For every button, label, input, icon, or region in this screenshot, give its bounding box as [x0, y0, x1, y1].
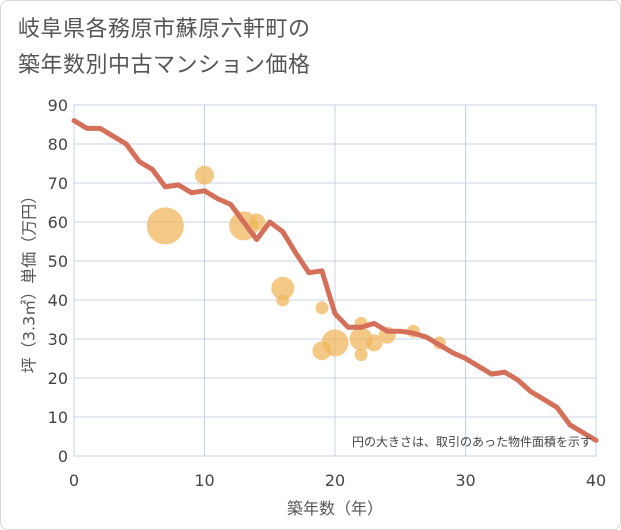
x-tick-label: 40	[586, 471, 606, 490]
scatter-point	[276, 293, 290, 307]
scatter-point	[365, 334, 383, 352]
scatter-point	[146, 207, 184, 245]
scatter-point	[248, 213, 266, 231]
chart-title-line1: 岐阜県各務原市蘇原六軒町の	[18, 17, 311, 42]
grid-lines	[73, 104, 597, 457]
scatter-point	[195, 165, 214, 185]
chart-title: 岐阜県各務原市蘇原六軒町の 築年数別中古マンション価格	[18, 12, 578, 84]
y-tick-label: 20	[48, 369, 68, 388]
x-tick-label: 20	[325, 471, 345, 490]
x-axis-label: 築年数（年）	[287, 499, 383, 518]
y-tick-label: 0	[58, 447, 68, 466]
average-price-line	[71, 118, 599, 443]
average-price-series-line	[71, 118, 599, 443]
x-tick-label: 30	[455, 471, 475, 490]
y-tick-label: 60	[48, 213, 68, 232]
y-tick-label: 40	[48, 291, 68, 310]
y-axis-label: 坪（3.3㎡）単価（万円）	[20, 188, 39, 373]
size-note: 円の大きさは、取引のあった物件面積を示す	[352, 434, 592, 449]
y-tick-label: 30	[48, 330, 68, 349]
y-tick-label: 80	[48, 135, 68, 154]
x-tick-label: 10	[194, 471, 214, 490]
y-tick-label: 10	[48, 408, 68, 427]
scatter-point	[315, 301, 329, 315]
chart-title-line2: 築年数別中古マンション価格	[18, 53, 311, 78]
axis-ticks: 0 10 20 30 40 0 10 20 30 40 50 60 70 80 90	[48, 96, 607, 490]
y-tick-label: 90	[48, 96, 68, 115]
y-tick-label: 50	[48, 252, 68, 271]
y-tick-label: 70	[48, 174, 68, 193]
x-tick-label: 0	[69, 471, 79, 490]
scatter-point	[354, 348, 368, 362]
scatter-point	[321, 329, 349, 357]
